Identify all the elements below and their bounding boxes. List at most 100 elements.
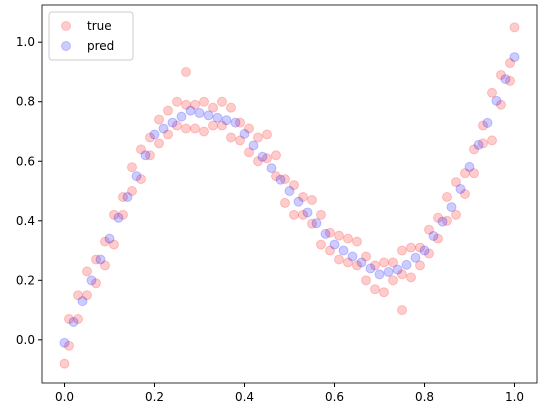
point [289, 209, 299, 220]
point [302, 207, 313, 218]
point [284, 186, 295, 197]
point [122, 191, 133, 202]
point [271, 150, 281, 161]
point [437, 216, 448, 227]
point [473, 139, 484, 150]
point [491, 95, 502, 106]
point [181, 123, 191, 134]
point [59, 337, 70, 348]
point [248, 140, 259, 151]
point [392, 264, 403, 275]
point [289, 180, 299, 191]
point [208, 120, 218, 131]
point [73, 290, 83, 301]
point [442, 191, 452, 202]
point [361, 251, 371, 262]
point [172, 96, 182, 107]
point [91, 254, 101, 265]
point [424, 248, 434, 259]
point [397, 305, 407, 316]
point [145, 150, 155, 161]
point [217, 120, 227, 131]
point [100, 236, 110, 247]
point [505, 75, 515, 86]
point [235, 117, 245, 128]
point [244, 123, 254, 134]
x-tick-label: 0.4 [235, 390, 254, 404]
legend-label: pred [87, 39, 114, 53]
point [262, 153, 272, 164]
point [145, 132, 155, 143]
point [361, 275, 371, 286]
point [239, 128, 250, 139]
point [325, 227, 335, 238]
plot-frame [41, 4, 538, 384]
point [460, 168, 470, 179]
x-tick-label: 1.0 [505, 390, 524, 404]
point [442, 215, 452, 226]
point [109, 239, 119, 250]
y-tick-label: 0.6 [16, 154, 35, 168]
point [383, 266, 394, 277]
point [280, 197, 290, 208]
point [181, 66, 191, 77]
point [172, 120, 182, 131]
point [194, 108, 205, 119]
point [379, 287, 389, 298]
point [298, 191, 308, 202]
point [298, 209, 308, 220]
point [401, 259, 412, 270]
point [136, 144, 146, 155]
point [109, 209, 119, 220]
point [199, 126, 209, 137]
point [73, 314, 83, 325]
point [226, 102, 236, 113]
point [379, 257, 389, 268]
point [505, 58, 515, 69]
point [482, 117, 493, 128]
point [496, 69, 506, 80]
point [127, 186, 137, 197]
point [406, 272, 416, 283]
point [140, 150, 151, 161]
point [365, 263, 376, 274]
point [221, 115, 232, 126]
point [266, 163, 277, 174]
point [316, 209, 326, 220]
point [352, 260, 362, 271]
point [464, 161, 475, 172]
point [217, 96, 227, 107]
x-tick-label: 0.8 [415, 390, 434, 404]
x-tick-label: 0.2 [145, 390, 164, 404]
point [100, 260, 110, 271]
point [347, 251, 358, 262]
point [356, 257, 367, 268]
point [82, 266, 92, 277]
point [127, 162, 137, 173]
point [158, 123, 169, 134]
y-tick-label: 0.2 [16, 273, 35, 287]
point [118, 191, 128, 202]
point [469, 168, 479, 179]
point [451, 209, 461, 220]
point [455, 183, 466, 194]
point [428, 230, 439, 241]
point [325, 245, 335, 256]
point [68, 316, 79, 327]
point [190, 123, 200, 134]
y-tick-label: 1.0 [16, 35, 35, 49]
point [154, 138, 164, 149]
point [469, 144, 479, 155]
point [352, 236, 362, 247]
point [509, 52, 520, 63]
point [230, 117, 241, 128]
point [86, 275, 97, 286]
point [149, 129, 160, 140]
point [509, 22, 520, 33]
point [316, 239, 326, 250]
point [253, 156, 263, 167]
point [212, 112, 223, 123]
point [307, 194, 317, 205]
x-tick-label: 0.6 [325, 390, 344, 404]
